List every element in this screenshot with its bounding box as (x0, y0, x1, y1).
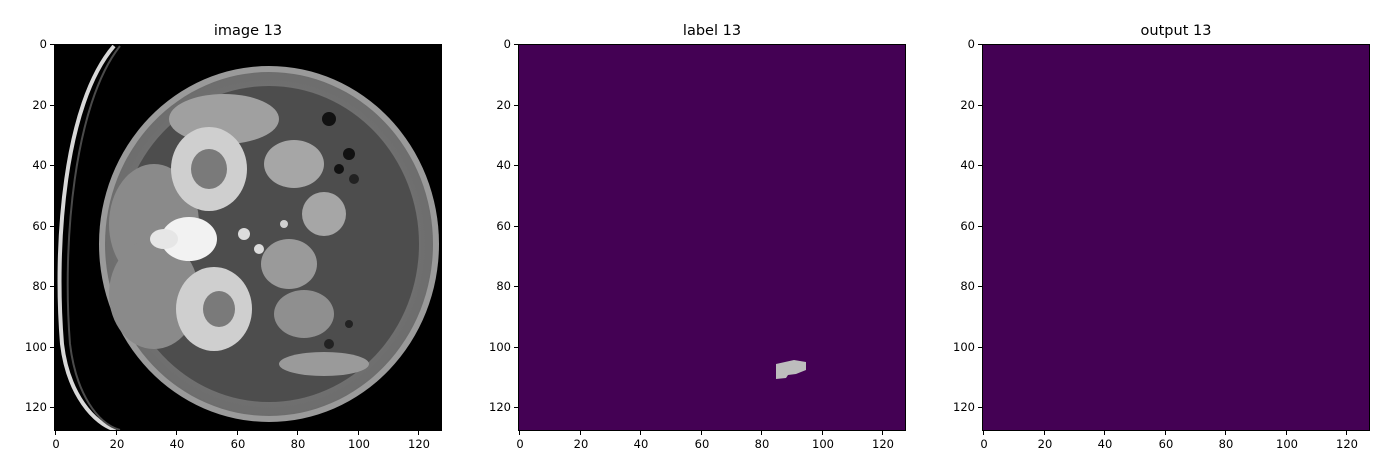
y-tick-label: 120 (953, 400, 975, 414)
x-tick-label: 80 (290, 437, 306, 451)
y-tick-label: 20 (32, 98, 47, 112)
y-tick (978, 347, 982, 348)
x-tick (1104, 431, 1105, 435)
x-tick (1346, 431, 1347, 435)
heatmap-background (982, 44, 1370, 431)
x-tick-label: 40 (633, 437, 649, 451)
x-tick-label: 40 (1097, 437, 1113, 451)
y-tick-label: 80 (496, 279, 511, 293)
y-tick (514, 286, 518, 287)
x-tick-label: 20 (573, 437, 589, 451)
heatmap-background (518, 44, 906, 431)
x-tick-label: 20 (109, 437, 125, 451)
x-tick-label: 0 (52, 437, 60, 451)
x-tick-label: 60 (1158, 437, 1174, 451)
y-tick-label: 80 (32, 279, 47, 293)
y-tick (50, 226, 54, 227)
x-tick-label: 120 (408, 437, 430, 451)
x-tick-label: 100 (1276, 437, 1298, 451)
x-tick (237, 431, 238, 435)
y-tick-label: 40 (496, 158, 511, 172)
y-tick (514, 407, 518, 408)
x-tick (418, 431, 419, 435)
panel-title: output 13 (1140, 23, 1212, 39)
x-tick (55, 431, 56, 435)
panel-output: output 13 0 20 40 60 80 100 120 0 20 40 … (0, 0, 1370, 468)
y-tick-label: 80 (960, 279, 975, 293)
x-tick (116, 431, 117, 435)
y-tick (514, 226, 518, 227)
x-tick (640, 431, 641, 435)
y-tick-label: 0 (967, 37, 975, 51)
y-tick-label: 40 (960, 158, 975, 172)
x-tick (1225, 431, 1226, 435)
x-tick-label: 0 (516, 437, 524, 451)
x-tick (761, 431, 762, 435)
panel-title: image 13 (213, 23, 283, 39)
panel-image: image 13 (0, 0, 460, 468)
y-tick (50, 105, 54, 106)
x-tick (176, 431, 177, 435)
y-tick-label: 60 (960, 219, 975, 233)
y-tick-label: 100 (953, 340, 975, 354)
x-tick (701, 431, 702, 435)
y-tick-label: 100 (25, 340, 47, 354)
y-tick (978, 226, 982, 227)
y-tick-label: 60 (496, 219, 511, 233)
x-tick-label: 80 (754, 437, 770, 451)
y-tick (978, 165, 982, 166)
x-tick-label: 60 (694, 437, 710, 451)
y-tick-label: 60 (32, 219, 47, 233)
x-tick (1044, 431, 1045, 435)
y-tick (978, 286, 982, 287)
y-tick (50, 347, 54, 348)
x-tick-label: 20 (1037, 437, 1053, 451)
x-tick (1286, 431, 1287, 435)
output-heatmap (982, 44, 1370, 431)
label-heatmap (518, 44, 906, 431)
x-tick-label: 60 (230, 437, 246, 451)
x-tick (519, 431, 520, 435)
y-tick-label: 0 (39, 37, 47, 51)
y-tick-label: 0 (503, 37, 511, 51)
y-tick (50, 44, 54, 45)
panel-label: label 13 0 20 40 60 80 100 120 0 20 40 6… (0, 0, 906, 468)
y-tick-label: 120 (25, 400, 47, 414)
x-tick-label: 80 (1218, 437, 1234, 451)
label-region (776, 360, 806, 379)
y-tick (978, 105, 982, 106)
ct-image (54, 44, 442, 431)
x-tick-label: 120 (1336, 437, 1358, 451)
y-tick (978, 407, 982, 408)
x-tick-label: 100 (348, 437, 370, 451)
y-tick-label: 20 (960, 98, 975, 112)
x-tick-label: 40 (169, 437, 185, 451)
x-tick-label: 0 (980, 437, 988, 451)
y-tick (514, 44, 518, 45)
x-tick (1165, 431, 1166, 435)
y-tick-label: 40 (32, 158, 47, 172)
y-tick (514, 165, 518, 166)
y-tick (50, 407, 54, 408)
panel-title: label 13 (682, 23, 742, 39)
x-tick (358, 431, 359, 435)
x-tick-label: 100 (812, 437, 834, 451)
y-tick (50, 286, 54, 287)
x-tick (297, 431, 298, 435)
y-tick (514, 347, 518, 348)
y-tick (514, 105, 518, 106)
y-tick (50, 165, 54, 166)
y-tick-label: 120 (489, 400, 511, 414)
x-tick (882, 431, 883, 435)
x-tick (983, 431, 984, 435)
y-tick-label: 100 (489, 340, 511, 354)
x-tick (822, 431, 823, 435)
x-tick (580, 431, 581, 435)
x-tick-label: 120 (872, 437, 894, 451)
ct-scan-image (54, 44, 442, 431)
y-tick-label: 20 (496, 98, 511, 112)
y-tick (978, 44, 982, 45)
